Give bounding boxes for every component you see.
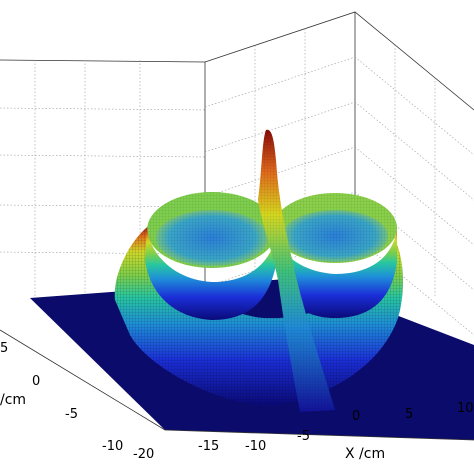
front-left-axis-line <box>0 329 166 431</box>
x-tick-label: 0 <box>352 409 360 424</box>
x-tick-label: 10 <box>457 401 474 416</box>
x-axis-label: X /cm <box>345 446 385 462</box>
grid-line <box>354 101 474 201</box>
grid-line <box>354 56 474 156</box>
grid-line <box>0 204 206 208</box>
back-wall-top-edge <box>204 11 474 111</box>
y-tick-label: -20 <box>133 447 154 462</box>
x-tick-label: 5 <box>405 407 413 422</box>
grid-line <box>204 56 356 108</box>
y-tick-label: -5 <box>65 407 78 422</box>
x-tick-label: -5 <box>297 429 310 444</box>
x-tick-label: -15 <box>198 439 219 454</box>
x-tick-labels: -15 -10 -5 0 5 10 <box>198 401 474 454</box>
left-wall-top-edge <box>0 59 206 63</box>
grid-line <box>0 107 206 111</box>
grid-line <box>354 146 474 246</box>
y-tick-label: 0 <box>32 374 40 389</box>
front-x-axis-line <box>164 429 474 441</box>
grid-line <box>204 146 356 198</box>
grid-line <box>204 101 356 153</box>
y-tick-label: -10 <box>102 439 123 454</box>
grid-line <box>0 154 206 158</box>
grid-line <box>0 251 206 255</box>
x-tick-label: -10 <box>245 439 266 454</box>
y-tick-labels: -10 -5 0 5 -20 <box>0 341 154 462</box>
y-axis-label: /cm <box>0 392 26 408</box>
y-tick-label: 5 <box>0 341 8 356</box>
